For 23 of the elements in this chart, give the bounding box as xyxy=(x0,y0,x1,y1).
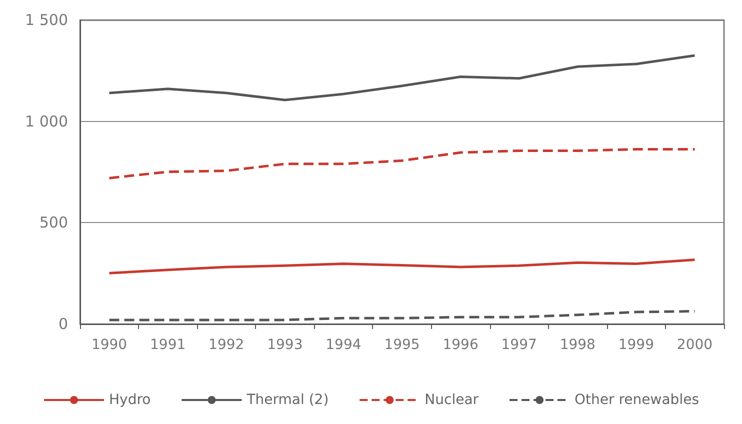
x-tick-label: 1999 xyxy=(618,337,654,353)
x-tick-label: 2000 xyxy=(676,337,713,353)
line-series xyxy=(108,258,696,274)
x-tick-label: 1990 xyxy=(91,337,128,353)
x-tick-label: 1993 xyxy=(267,337,303,353)
legend-label: Hydro xyxy=(109,392,151,408)
x-tick-label: 1995 xyxy=(384,337,420,353)
x-tick-label: 1998 xyxy=(560,337,596,353)
x-tick-label: 1996 xyxy=(442,337,478,353)
x-tick-label: 1991 xyxy=(150,337,186,353)
line-series xyxy=(108,310,696,322)
line-series xyxy=(108,54,696,102)
x-tick-label: 1997 xyxy=(501,337,537,353)
y-tick-label: 0 xyxy=(58,315,68,333)
y-tick-label: 1 000 xyxy=(25,112,68,130)
x-tick-label: 1994 xyxy=(326,337,362,353)
legend-label: Thermal (2) xyxy=(246,392,329,408)
legend-label: Nuclear xyxy=(424,392,479,408)
y-tick-label: 1 500 xyxy=(25,11,68,29)
line-series xyxy=(108,148,696,180)
x-tick-label: 1992 xyxy=(208,337,244,353)
y-tick-label: 500 xyxy=(39,214,68,232)
legend-label: Other renewables xyxy=(574,392,699,408)
